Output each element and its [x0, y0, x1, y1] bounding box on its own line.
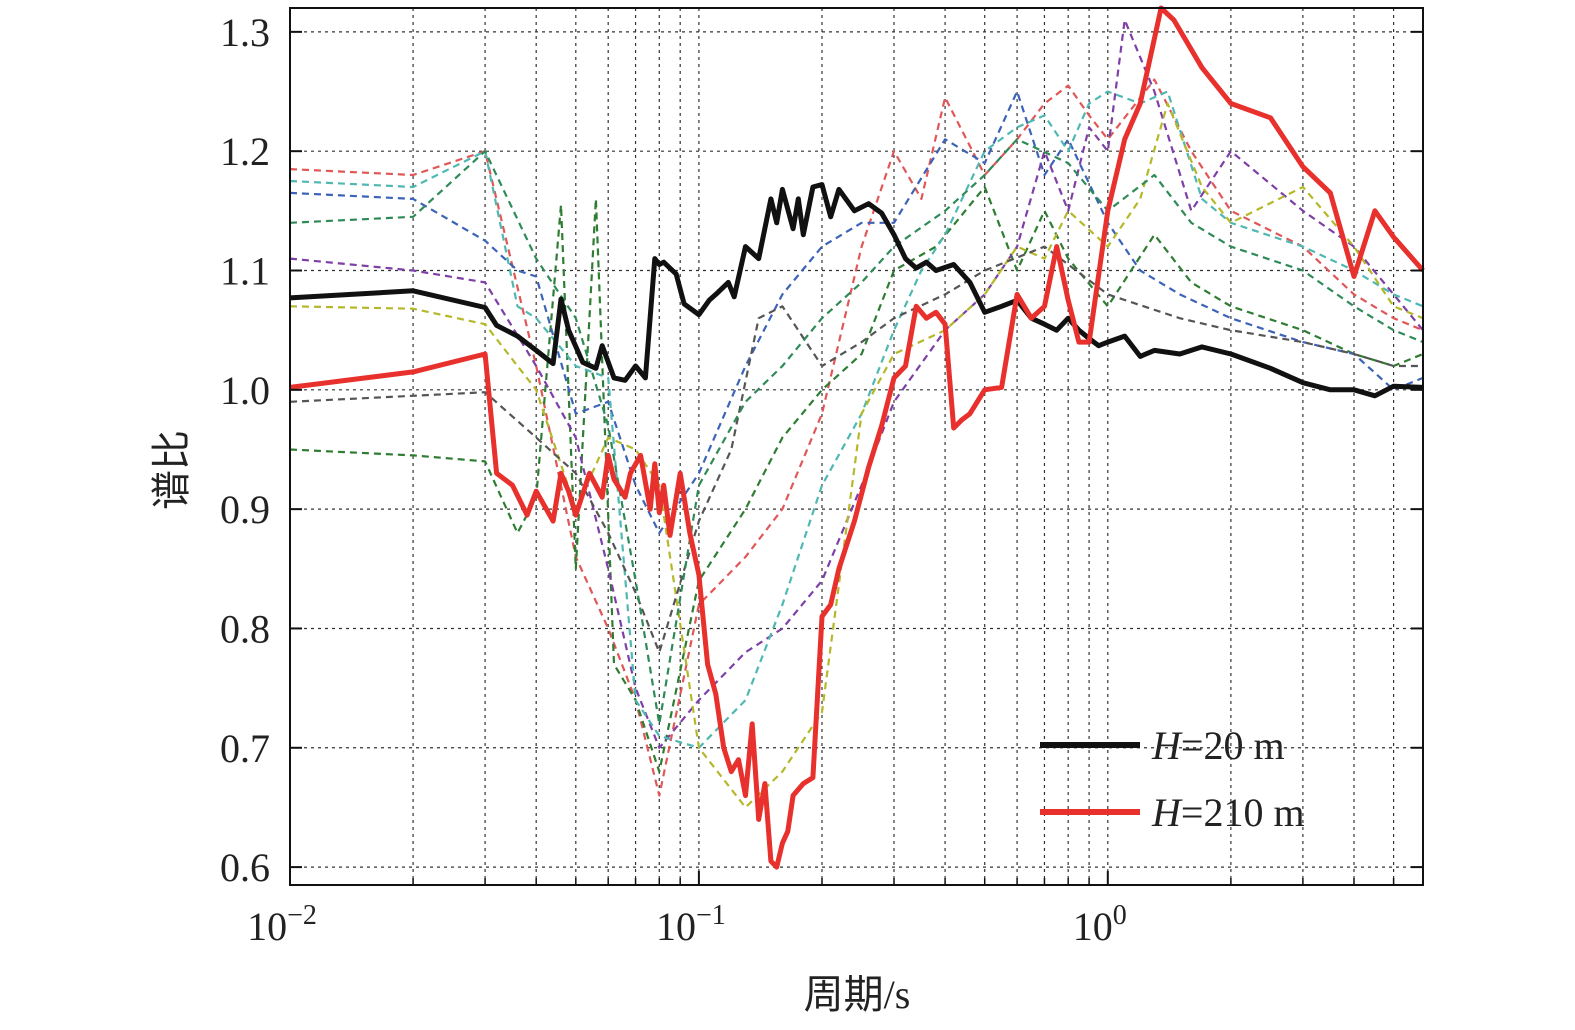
data-series [289, 5, 1425, 870]
y-tick-label: 1.3 [220, 10, 270, 55]
axis-ticks: 0.6 0.7 0.8 0.9 1.0 1.1 1.2 1.3 10−2 10−1 100 [220, 10, 1423, 949]
x-tick-label: 100 [1073, 900, 1127, 949]
highlight-series-line [289, 182, 1424, 399]
highlight-series-line [289, 5, 1425, 870]
grid-lines [289, 8, 1423, 885]
dashed-series-line [289, 78, 1424, 797]
dashed-series-line [289, 90, 1424, 535]
y-tick-label: 0.8 [220, 606, 270, 651]
dashed-series-line [289, 245, 1423, 654]
y-axis-title: 谱比 [149, 430, 194, 510]
x-tick-label: 10−2 [247, 900, 317, 949]
y-tick-label: 1.1 [220, 249, 270, 294]
y-tick-label: 0.9 [220, 487, 270, 532]
legend: H=20 m H=210 m [1040, 723, 1305, 835]
y-tick-label: 0.6 [220, 845, 270, 890]
dashed-series-line [289, 138, 1424, 726]
plot-frame [289, 7, 1424, 886]
x-tick-label: 10−1 [656, 900, 726, 949]
dashed-series-line [289, 185, 1424, 773]
y-tick-label: 0.7 [220, 726, 270, 771]
dashed-series-line [289, 18, 1424, 749]
legend-label: H=210 m [1151, 790, 1305, 835]
dashed-series-line [289, 90, 1424, 749]
dashed-series-line [289, 102, 1424, 809]
legend-label: H=20 m [1151, 723, 1285, 768]
x-axis-title: 周期/s [804, 972, 911, 1017]
y-tick-label: 1.0 [220, 368, 270, 413]
y-tick-label: 1.2 [220, 129, 270, 174]
